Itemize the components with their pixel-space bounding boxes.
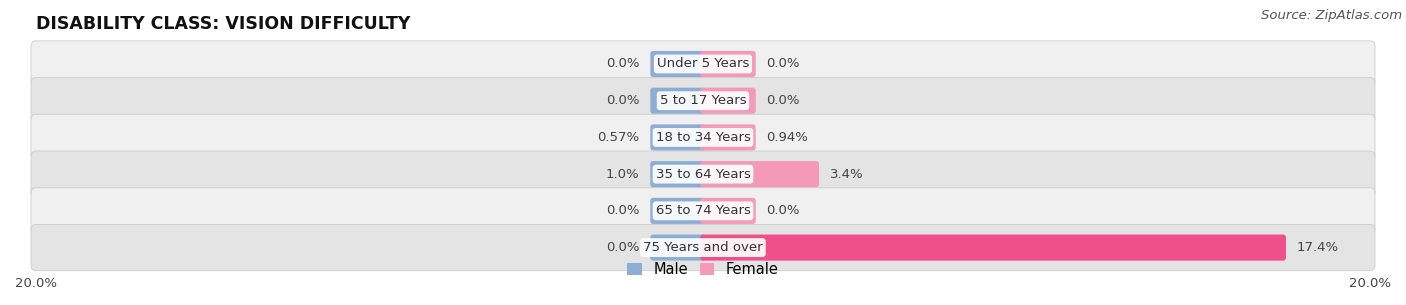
- FancyBboxPatch shape: [651, 198, 706, 224]
- Text: Source: ZipAtlas.com: Source: ZipAtlas.com: [1261, 9, 1402, 22]
- Legend: Male, Female: Male, Female: [621, 256, 785, 283]
- Text: 0.57%: 0.57%: [598, 131, 640, 144]
- FancyBboxPatch shape: [700, 88, 755, 114]
- Text: DISABILITY CLASS: VISION DIFFICULTY: DISABILITY CLASS: VISION DIFFICULTY: [37, 15, 411, 33]
- FancyBboxPatch shape: [651, 124, 706, 150]
- Text: 0.0%: 0.0%: [766, 94, 800, 107]
- Text: Under 5 Years: Under 5 Years: [657, 57, 749, 70]
- Text: 18 to 34 Years: 18 to 34 Years: [655, 131, 751, 144]
- Text: 0.0%: 0.0%: [606, 204, 640, 217]
- FancyBboxPatch shape: [651, 88, 706, 114]
- Text: 17.4%: 17.4%: [1296, 241, 1339, 254]
- FancyBboxPatch shape: [31, 114, 1375, 160]
- FancyBboxPatch shape: [700, 235, 1286, 260]
- Text: 5 to 17 Years: 5 to 17 Years: [659, 94, 747, 107]
- Text: 3.4%: 3.4%: [830, 168, 863, 181]
- FancyBboxPatch shape: [31, 77, 1375, 124]
- FancyBboxPatch shape: [651, 161, 706, 187]
- Text: 1.0%: 1.0%: [606, 168, 640, 181]
- Text: 0.0%: 0.0%: [766, 57, 800, 70]
- Text: 0.0%: 0.0%: [606, 57, 640, 70]
- FancyBboxPatch shape: [31, 224, 1375, 271]
- FancyBboxPatch shape: [31, 151, 1375, 197]
- FancyBboxPatch shape: [700, 161, 820, 187]
- Text: 65 to 74 Years: 65 to 74 Years: [655, 204, 751, 217]
- FancyBboxPatch shape: [700, 124, 755, 150]
- Text: 35 to 64 Years: 35 to 64 Years: [655, 168, 751, 181]
- Text: 0.0%: 0.0%: [606, 241, 640, 254]
- Text: 0.0%: 0.0%: [606, 94, 640, 107]
- FancyBboxPatch shape: [700, 198, 755, 224]
- FancyBboxPatch shape: [31, 188, 1375, 234]
- Text: 0.94%: 0.94%: [766, 131, 808, 144]
- Text: 75 Years and over: 75 Years and over: [643, 241, 763, 254]
- FancyBboxPatch shape: [651, 235, 706, 260]
- FancyBboxPatch shape: [651, 51, 706, 77]
- Text: 0.0%: 0.0%: [766, 204, 800, 217]
- FancyBboxPatch shape: [31, 41, 1375, 87]
- FancyBboxPatch shape: [700, 51, 755, 77]
